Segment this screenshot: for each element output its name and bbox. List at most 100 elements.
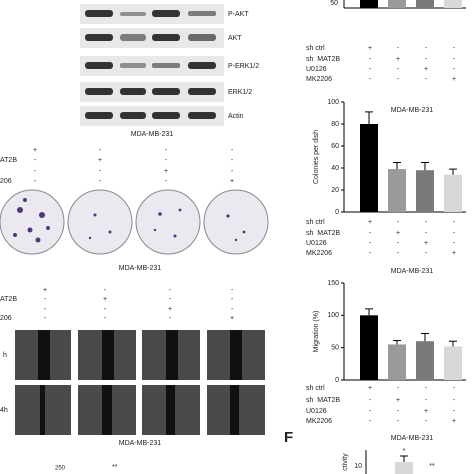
western-blot <box>80 4 224 126</box>
condition-mark: - <box>397 418 400 425</box>
condition-label: sh MAT2B <box>306 397 340 404</box>
colonies <box>13 198 246 243</box>
condition-mark: - <box>425 219 428 226</box>
condition-mark: - <box>369 66 372 73</box>
condition-label: MK2206 <box>306 250 332 257</box>
condition-mark: - <box>397 219 400 226</box>
condition-mark: - <box>397 66 400 73</box>
condition-mark: - <box>34 178 37 185</box>
wound-images <box>15 330 265 435</box>
condition-mark: + <box>452 418 456 425</box>
condition-label: U0126 <box>306 66 327 73</box>
condition-mark: + <box>424 408 428 415</box>
condition-mark: + <box>452 250 456 257</box>
blot-label: P-AKT <box>228 11 249 18</box>
bar <box>360 315 378 380</box>
y-tick-label: 60 <box>331 143 339 150</box>
y-tick-label: 0 <box>335 209 339 216</box>
condition-mark: - <box>34 157 37 164</box>
condition-mark: - <box>369 76 372 83</box>
condition-mark: - <box>397 385 400 392</box>
panel-letter: F <box>284 429 293 446</box>
condition-mark: - <box>369 397 372 404</box>
bar <box>388 344 406 380</box>
condition-mark: - <box>397 240 400 247</box>
condition-mark: + <box>452 76 456 83</box>
condition-mark: - <box>425 76 428 83</box>
condition-mark: - <box>34 168 37 175</box>
condition-mark: - <box>44 306 47 313</box>
partial-bars <box>343 0 466 9</box>
condition-mark: + <box>230 178 234 185</box>
condition-mark: - <box>425 250 428 257</box>
condition-mark: - <box>169 287 172 294</box>
y-tick-label: 80 <box>331 121 339 128</box>
y-tick-label: 100 <box>327 99 339 106</box>
condition-label: U0126 <box>306 408 327 415</box>
condition-mark: + <box>368 219 372 226</box>
condition-mark: - <box>453 385 456 392</box>
condition-mark: + <box>168 306 172 313</box>
condition-mark: - <box>453 66 456 73</box>
condition-mark: + <box>98 157 102 164</box>
condition-mark: + <box>424 66 428 73</box>
condition-mark: + <box>103 296 107 303</box>
condition-mark: + <box>368 385 372 392</box>
condition-mark: - <box>453 408 456 415</box>
y-tick-label: 150 <box>327 280 339 287</box>
condition-mark: - <box>99 147 102 154</box>
condition-mark: - <box>369 230 372 237</box>
condition-mark: - <box>369 56 372 63</box>
blot-label: P-ERK1/2 <box>228 63 259 70</box>
condition-mark: - <box>397 250 400 257</box>
blot-label: Actin <box>228 113 244 120</box>
condition-mark: - <box>425 230 428 237</box>
y-tick-label: 20 <box>331 187 339 194</box>
condition-mark: + <box>230 315 234 322</box>
y-tick-label: 0 <box>335 377 339 384</box>
condition-mark: - <box>44 315 47 322</box>
caption: MDA-MB-231 <box>119 265 162 272</box>
condition-mark: - <box>231 147 234 154</box>
condition-label: sh MAT2B <box>306 56 340 63</box>
condition-label: U0126 <box>306 240 327 247</box>
condition-mark: - <box>169 296 172 303</box>
condition-mark: - <box>165 178 168 185</box>
condition-mark: - <box>165 157 168 164</box>
chart-title: MDA-MB-231 <box>391 268 434 275</box>
condition-label: 206 <box>0 315 12 322</box>
condition-mark: - <box>99 178 102 185</box>
caption: MDA-MB-231 <box>119 440 162 447</box>
condition-mark: - <box>369 418 372 425</box>
condition-mark: - <box>369 250 372 257</box>
condition-label: sh ctrl <box>306 219 325 226</box>
condition-mark: - <box>453 397 456 404</box>
tick-label: 50 <box>330 0 338 7</box>
bar <box>444 346 462 380</box>
condition-mark: - <box>231 168 234 175</box>
condition-mark: - <box>425 418 428 425</box>
condition-mark: - <box>453 240 456 247</box>
condition-mark: - <box>453 56 456 63</box>
y-tick-label: 100 <box>327 312 339 319</box>
condition-mark: + <box>396 397 400 404</box>
bar <box>416 341 434 380</box>
condition-label: AT2B <box>0 157 17 164</box>
condition-mark: + <box>396 230 400 237</box>
condition-mark: + <box>396 56 400 63</box>
condition-mark: - <box>99 168 102 175</box>
y-label: ctivity <box>342 453 349 471</box>
condition-mark: - <box>453 219 456 226</box>
condition-mark: + <box>424 240 428 247</box>
condition-mark: - <box>425 56 428 63</box>
condition-label: sh MAT2B <box>306 230 340 237</box>
condition-label: sh ctrl <box>306 45 325 52</box>
condition-mark: - <box>425 397 428 404</box>
condition-mark: + <box>164 168 168 175</box>
condition-mark: - <box>231 157 234 164</box>
condition-mark: - <box>104 306 107 313</box>
bar <box>360 124 378 212</box>
condition-mark: + <box>43 287 47 294</box>
condition-mark: + <box>368 45 372 52</box>
